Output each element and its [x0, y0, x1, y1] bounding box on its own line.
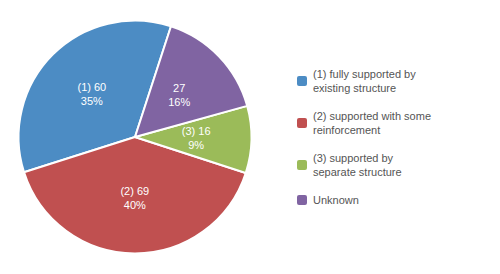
svg-text:(2) 69: (2) 69: [120, 185, 149, 197]
svg-text:(1) fully supported by: (1) fully supported by: [313, 68, 416, 80]
svg-text:(3) supported by: (3) supported by: [313, 152, 394, 164]
svg-text:35%: 35%: [81, 95, 103, 107]
svg-text:Unknown: Unknown: [313, 194, 359, 206]
svg-text:40%: 40%: [124, 199, 146, 211]
svg-text:(1) 60: (1) 60: [77, 81, 106, 93]
svg-text:(3) 16: (3) 16: [182, 125, 211, 137]
svg-text:(2) supported with some: (2) supported with some: [313, 110, 431, 122]
svg-text:27: 27: [173, 82, 185, 94]
svg-text:existing structure: existing structure: [313, 82, 396, 94]
svg-text:9%: 9%: [188, 139, 204, 151]
svg-text:16%: 16%: [168, 96, 190, 108]
svg-text:reinforcement: reinforcement: [313, 124, 380, 136]
svg-text:separate structure: separate structure: [313, 166, 402, 178]
